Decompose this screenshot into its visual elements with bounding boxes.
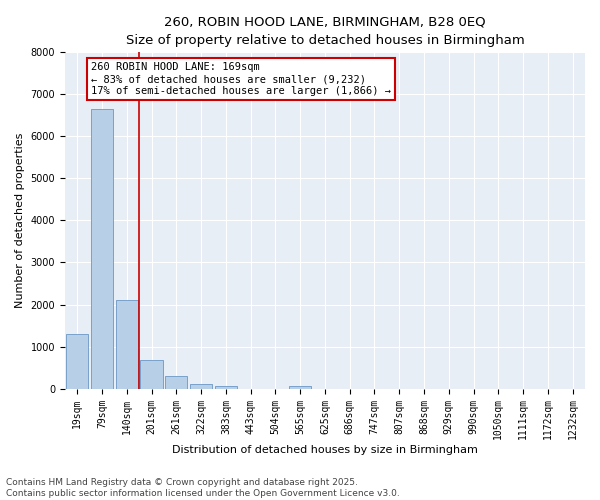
Bar (289, 386, 311, 388)
Title: 260, ROBIN HOOD LANE, BIRMINGHAM, B28 0EQ
Size of property relative to detached : 260, ROBIN HOOD LANE, BIRMINGHAM, B28 0E… (125, 15, 524, 47)
Text: 260 ROBIN HOOD LANE: 169sqm
← 83% of detached houses are smaller (9,232)
17% of : 260 ROBIN HOOD LANE: 169sqm ← 83% of det… (91, 62, 391, 96)
Bar (215, 386, 237, 388)
Bar (190, 384, 212, 388)
Y-axis label: Number of detached properties: Number of detached properties (15, 133, 25, 308)
Bar (66, 334, 88, 388)
Bar (91, 109, 113, 388)
X-axis label: Distribution of detached houses by size in Birmingham: Distribution of detached houses by size … (172, 445, 478, 455)
Bar (165, 376, 187, 388)
Bar (116, 300, 138, 388)
Text: Contains HM Land Registry data © Crown copyright and database right 2025.
Contai: Contains HM Land Registry data © Crown c… (6, 478, 400, 498)
Bar (140, 360, 163, 388)
